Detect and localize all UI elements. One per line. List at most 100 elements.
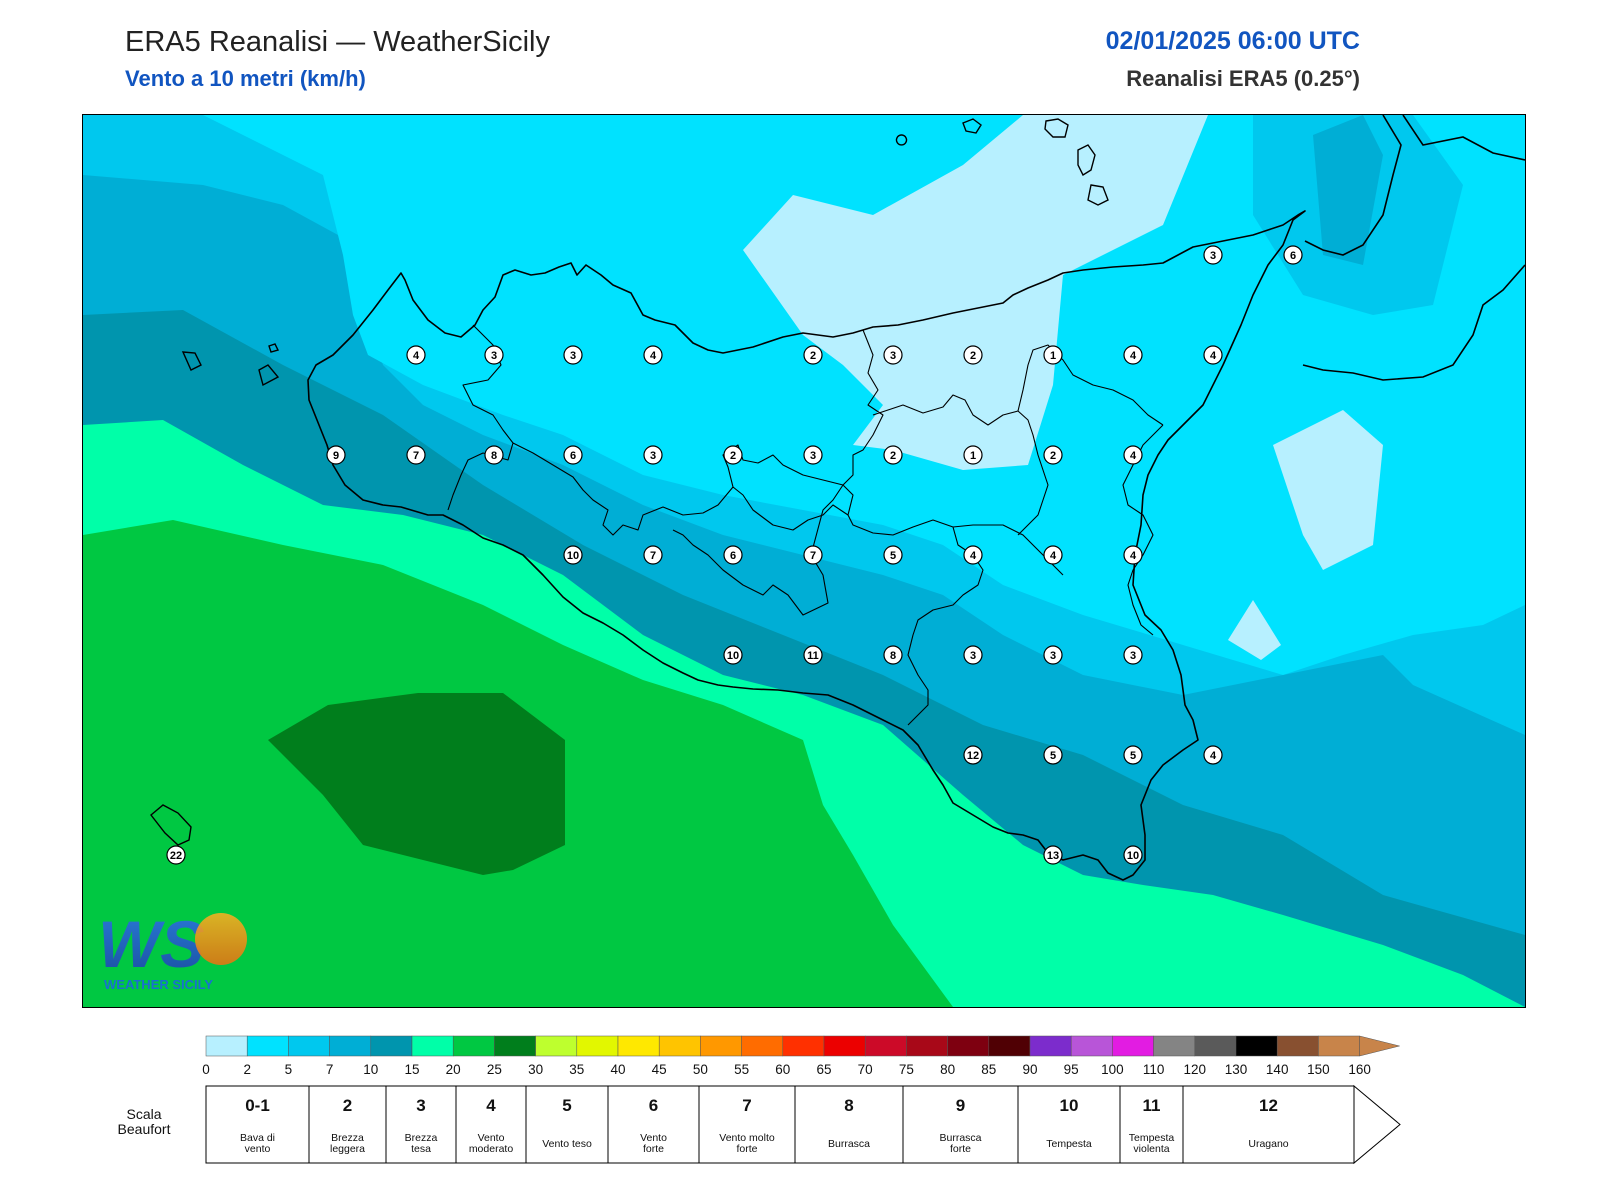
beaufort-desc: Burrasca (828, 1138, 870, 1150)
station-marker-circle (1203, 345, 1223, 365)
station-value: 5 (890, 550, 896, 562)
station-marker-circle (1123, 345, 1143, 365)
beaufort-arrow (1353, 1084, 1401, 1165)
beaufort-number: 6 (649, 1096, 658, 1115)
station-marker: 4 (1203, 745, 1223, 765)
station-marker: 3 (883, 345, 903, 365)
beaufort-cell-box (1119, 1085, 1184, 1164)
beaufort-label: Scala Beaufort (118, 1106, 171, 1137)
station-value: 4 (1130, 450, 1137, 462)
beaufort-desc: Tempesta (1129, 1132, 1175, 1144)
station-marker: 6 (723, 545, 743, 565)
station-marker: 22 (166, 845, 186, 865)
beaufort-number: 12 (1259, 1096, 1278, 1115)
station-marker: 3 (1043, 645, 1063, 665)
colorbar-tick-label: 150 (1307, 1062, 1330, 1077)
colorbar-tick-label: 60 (775, 1062, 790, 1077)
station-marker: 1 (963, 445, 983, 465)
pantelleria-island (150, 804, 192, 846)
sicily-coastline (307, 210, 1306, 881)
map-title: ERA5 Reanalisi — WeatherSicily (125, 26, 550, 58)
station-marker-circle (406, 445, 426, 465)
beaufort-label-line2: Beaufort (118, 1121, 171, 1137)
beaufort-desc: Brezza (331, 1132, 364, 1144)
wind-field: 4 3 3 4 2 3 2 1 4 49 7 8 6 3 2 3 2 1 2 410 7 6 7 5 4 4 410 11 8 3 3 312… (83, 115, 1525, 1007)
colorbar-tick-label: 95 (1064, 1062, 1079, 1077)
station-marker-circle (723, 545, 743, 565)
station-marker: 4 (1043, 545, 1063, 565)
station-marker-circle (883, 345, 903, 365)
colorbar-arrow (1359, 1035, 1400, 1057)
station-marker: 10 (1123, 845, 1143, 865)
beaufort-cell-box (385, 1085, 457, 1164)
colorbar-swatch (947, 1035, 990, 1057)
colorbar-tick-label: 5 (285, 1062, 293, 1077)
beaufort-desc: Brezza (405, 1132, 438, 1144)
station-marker-circle (1123, 645, 1143, 665)
station-value: 8 (491, 450, 497, 462)
station-markers: 4 3 3 4 2 3 2 1 4 49 7 8 6 3 2 3 2 1 2 410 7 6 7 5 4 4 410 11 8 3 3 312… (166, 245, 1303, 865)
calabria-coastline (1302, 115, 1525, 381)
colorbar-swatch (617, 1035, 660, 1057)
station-value: 3 (1050, 650, 1056, 662)
station-marker: 3 (563, 345, 583, 365)
station-value: 4 (970, 550, 977, 562)
station-value: 3 (890, 350, 896, 362)
beaufort-number: 0-1 (245, 1096, 270, 1115)
colorbar-tick-label: 0 (202, 1062, 210, 1077)
station-value: 2 (730, 450, 736, 462)
station-marker: 8 (484, 445, 504, 465)
beaufort-desc: Vento (478, 1132, 505, 1144)
station-marker-circle (1123, 545, 1143, 565)
station-marker: 5 (883, 545, 903, 565)
colorbar-tick-label: 30 (528, 1062, 543, 1077)
station-marker: 3 (803, 445, 823, 465)
beaufort-number: 8 (844, 1096, 853, 1115)
aeolian-islands (895, 118, 1109, 206)
beaufort-desc: forte (643, 1143, 664, 1155)
zone-0-2 (743, 115, 1208, 470)
station-value: 13 (1047, 850, 1059, 862)
colorbar-swatch (988, 1035, 1031, 1057)
station-value: 2 (810, 350, 816, 362)
beaufort-number: 11 (1143, 1096, 1161, 1115)
station-value: 10 (567, 550, 579, 562)
station-marker-circle (1043, 545, 1063, 565)
beaufort-cell-box (308, 1085, 387, 1164)
station-marker-circle (406, 345, 426, 365)
colorbar-swatch (700, 1035, 742, 1057)
beaufort-desc: forte (736, 1143, 757, 1155)
station-marker-circle (563, 445, 583, 465)
station-marker: 3 (963, 645, 983, 665)
station-value: 6 (570, 450, 576, 462)
station-value: 3 (810, 450, 816, 462)
beaufort-cell-box (698, 1085, 796, 1164)
colorbar-swatch (1194, 1035, 1237, 1057)
colorbar-tick-label: 120 (1184, 1062, 1207, 1077)
station-marker: 3 (484, 345, 504, 365)
beaufort-desc: Uragano (1248, 1138, 1288, 1150)
station-marker: 4 (1203, 345, 1223, 365)
station-value: 7 (413, 450, 419, 462)
station-marker: 4 (406, 345, 426, 365)
station-value: 10 (727, 650, 739, 662)
station-marker-circle (723, 645, 743, 665)
station-marker-circle (1203, 745, 1223, 765)
beaufort-cell-box (902, 1085, 1019, 1164)
zone-0-2-east (1273, 410, 1383, 570)
station-marker-circle (883, 645, 903, 665)
colorbar-tick-label: 20 (446, 1062, 461, 1077)
station-marker-circle (963, 345, 983, 365)
station-marker-circle (1123, 745, 1143, 765)
station-value: 7 (810, 550, 816, 562)
beaufort-desc: Burrasca (939, 1132, 981, 1144)
zone-25-30 (268, 693, 565, 875)
beaufort-cell: 5 Vento teso (525, 1085, 609, 1164)
station-marker-circle (1043, 445, 1063, 465)
colorbar-swatch (1276, 1035, 1319, 1057)
colorbar-tick-label: 50 (693, 1062, 708, 1077)
station-value: 2 (1050, 450, 1056, 462)
station-value: 4 (1130, 350, 1137, 362)
beaufort-number: 3 (416, 1096, 425, 1115)
